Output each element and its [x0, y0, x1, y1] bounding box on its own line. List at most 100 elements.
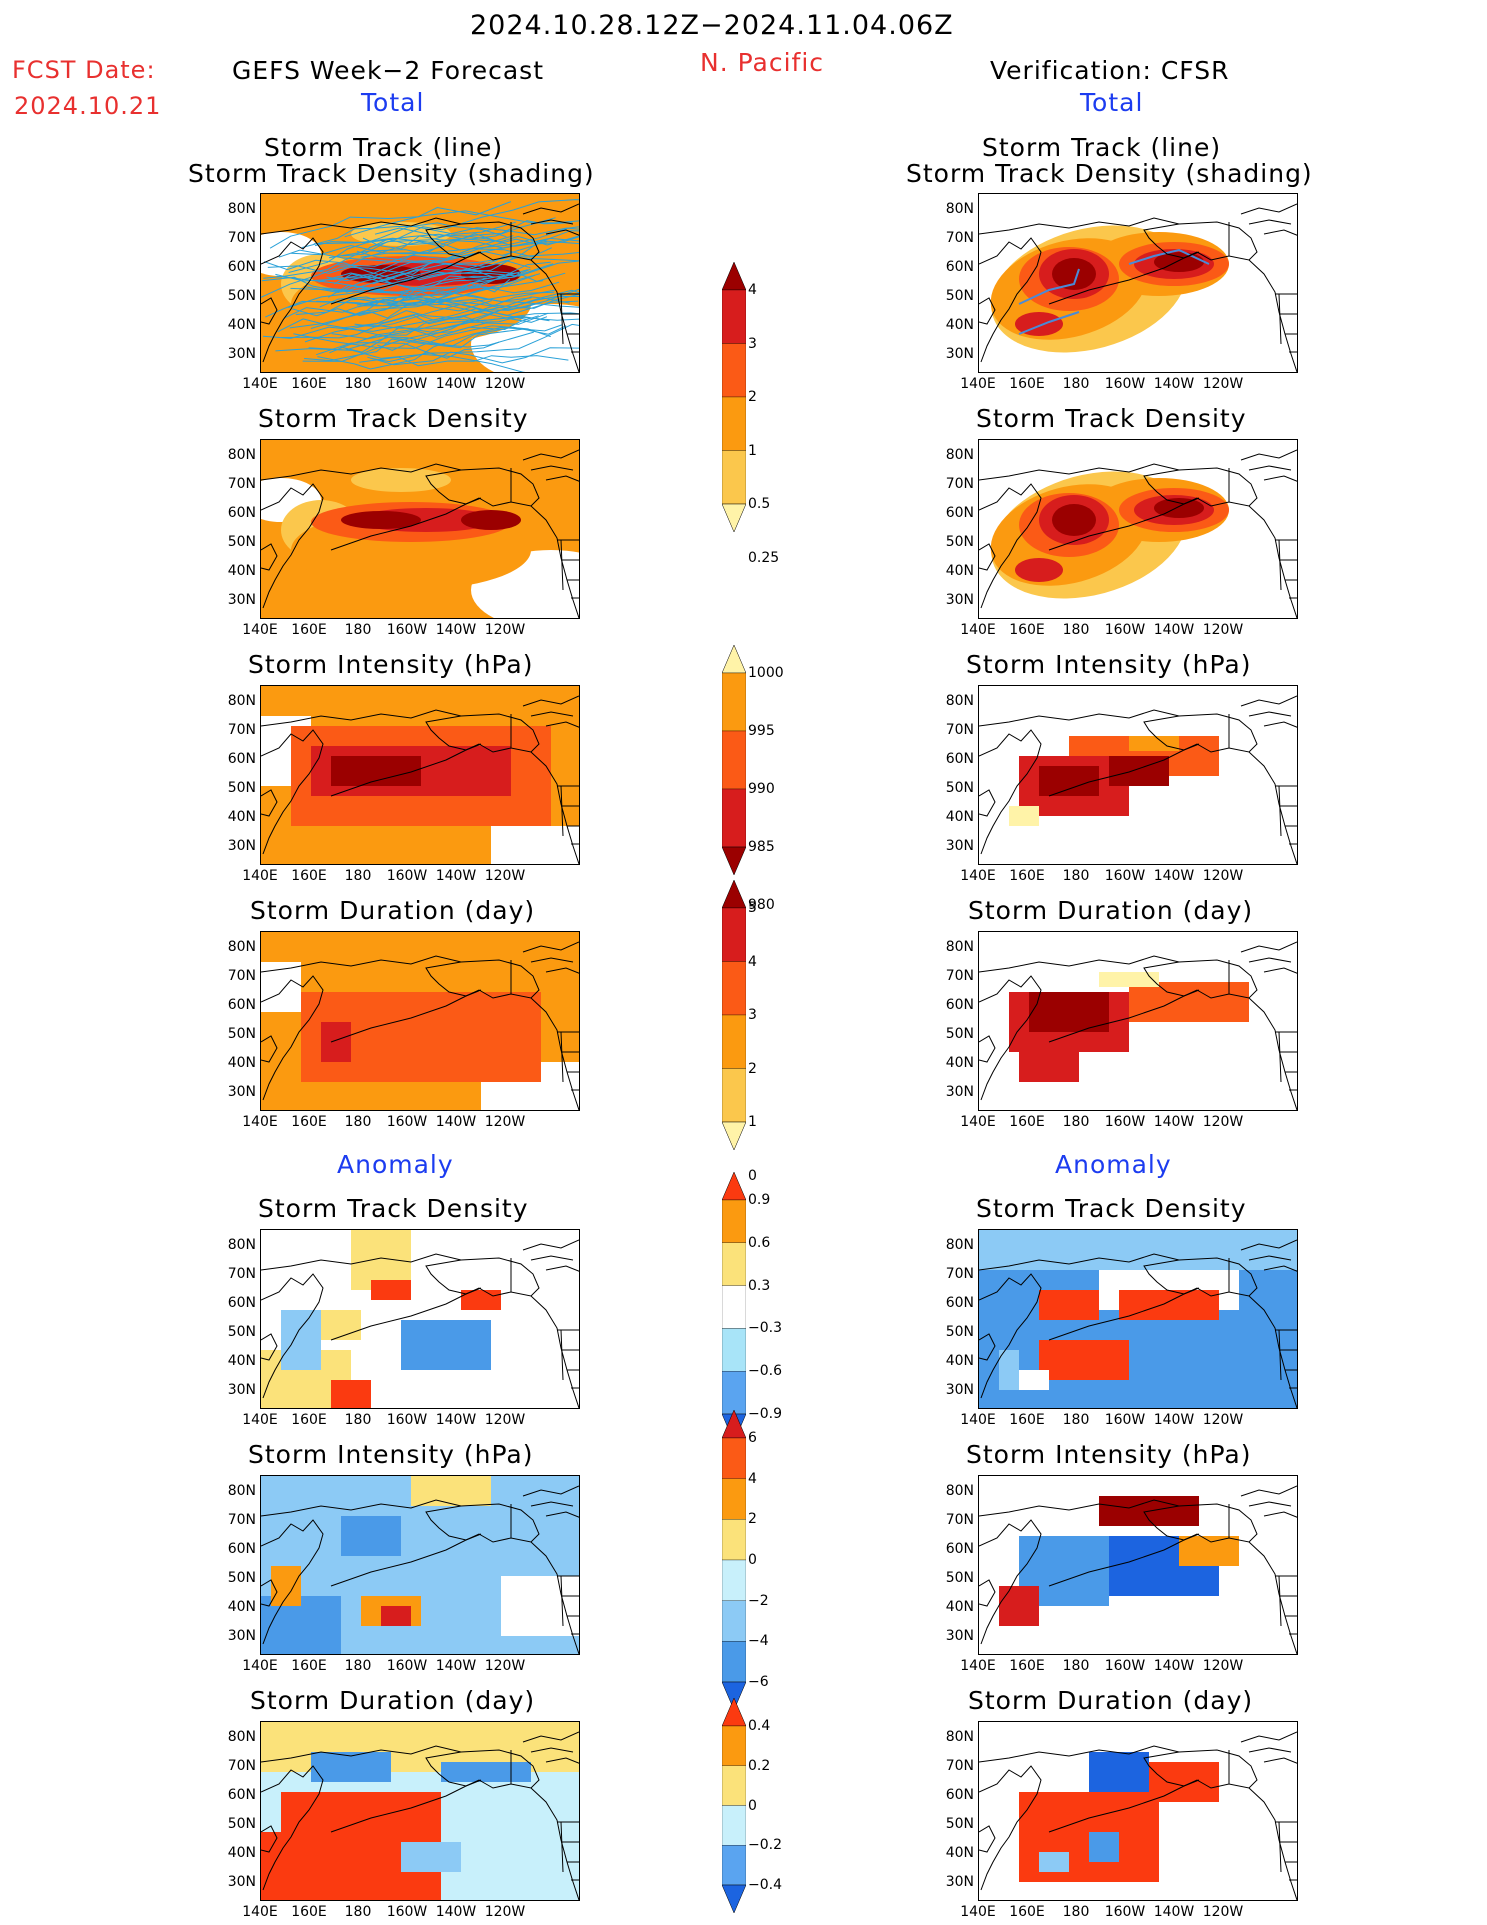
lat-tick-label: 80N: [945, 447, 974, 463]
colorbar-tick-label: 0: [748, 1552, 757, 1568]
lat-tick-label: 70N: [227, 476, 256, 492]
lat-tick-label: 30N: [227, 1874, 256, 1890]
colorbar-tick-label: 0: [748, 1797, 757, 1814]
lat-tick-label: 30N: [945, 1382, 974, 1398]
lat-tick-label: 40N: [227, 809, 256, 825]
lat-tick-label: 70N: [945, 1512, 974, 1528]
lon-tick-label: 160W: [386, 622, 428, 638]
lon-tick-label: 140W: [435, 376, 477, 392]
r1-title-line1: Storm Track (line): [982, 133, 1222, 162]
lat-tick-label: 40N: [227, 1353, 256, 1369]
lat-tick-label: 40N: [227, 1845, 256, 1861]
lat-tick-label: 40N: [227, 317, 256, 333]
lon-tick-label: 180: [1062, 376, 1090, 392]
colorbar-tick-label: 1: [748, 1114, 757, 1130]
lon-tick-label: 160E: [1009, 1904, 1045, 1920]
colorbar-tick-label: 980: [748, 897, 775, 913]
lat-tick-label: 60N: [945, 1541, 974, 1557]
lon-tick-label: 140E: [242, 376, 278, 392]
colorbar-tick-label: −2: [748, 1592, 769, 1609]
lon-tick-label: 120W: [1202, 376, 1244, 392]
colorbar-tick-label: −4: [748, 1633, 769, 1650]
lat-tick-label: 70N: [227, 1758, 256, 1774]
l1-title-line1: Storm Track (line): [264, 133, 504, 162]
lon-tick-label: 140E: [242, 1658, 278, 1674]
lon-tick-label: 120W: [484, 1412, 526, 1428]
lon-tick-label: 160E: [291, 1904, 327, 1920]
lon-tick-label: 160W: [1104, 868, 1146, 884]
lon-tick-label: 120W: [1202, 622, 1244, 638]
lat-tick-label: 60N: [227, 259, 256, 275]
lat-tick-label: 50N: [227, 1026, 256, 1042]
lat-tick-label: 70N: [227, 230, 256, 246]
map-panel-r1: [978, 193, 1298, 373]
lat-tick-label: 60N: [227, 751, 256, 767]
lat-tick-label: 40N: [945, 1055, 974, 1071]
lon-tick-label: 160W: [386, 1114, 428, 1130]
lat-tick-label: 70N: [227, 968, 256, 984]
colorbar-tick-label: 985: [748, 839, 775, 855]
colorbar-tick-label: 2: [748, 1511, 757, 1528]
lon-tick-label: 180: [1062, 622, 1090, 638]
lon-tick-label: 120W: [1202, 1658, 1244, 1674]
colorbar-tick-label: 995: [748, 723, 775, 739]
lon-tick-label: 120W: [1202, 1904, 1244, 1920]
l2-title: Storm Track Density: [258, 404, 529, 433]
lat-tick-label: 60N: [945, 751, 974, 767]
colorbar-anom-density: [721, 1171, 747, 1446]
lat-tick-label: 60N: [227, 1541, 256, 1557]
lat-tick-label: 60N: [227, 997, 256, 1013]
lat-tick-label: 50N: [945, 780, 974, 796]
map-panel-l7: [260, 1721, 580, 1901]
left-column-title: GEFS Week−2 Forecast: [232, 56, 545, 85]
lon-tick-label: 160E: [291, 1658, 327, 1674]
colorbar-tick-label: 4: [748, 282, 757, 298]
lon-tick-label: 140W: [435, 1114, 477, 1130]
lat-tick-label: 50N: [945, 1816, 974, 1832]
lat-tick-label: 50N: [227, 780, 256, 796]
right-column-title: Verification: CFSR: [990, 56, 1230, 85]
lon-tick-label: 120W: [484, 376, 526, 392]
lon-tick-label: 180: [1062, 868, 1090, 884]
lon-tick-label: 140W: [1153, 1114, 1195, 1130]
lat-tick-label: 30N: [227, 592, 256, 608]
lon-tick-label: 160W: [1104, 1114, 1146, 1130]
lat-tick-label: 80N: [227, 1237, 256, 1253]
lat-tick-label: 70N: [227, 722, 256, 738]
lat-tick-label: 40N: [227, 1599, 256, 1615]
lon-tick-label: 160E: [291, 376, 327, 392]
lat-tick-label: 50N: [945, 1570, 974, 1586]
colorbar-tick-label: 0.9: [748, 1192, 771, 1208]
lat-tick-label: 40N: [227, 563, 256, 579]
lat-tick-label: 80N: [945, 1237, 974, 1253]
lon-tick-label: 160W: [386, 1658, 428, 1674]
lat-tick-label: 80N: [227, 1729, 256, 1745]
lon-tick-label: 160E: [1009, 376, 1045, 392]
colorbar-tick-label: 1: [748, 442, 757, 459]
lon-tick-label: 140W: [1153, 376, 1195, 392]
map-panel-r5: [978, 1229, 1298, 1409]
lon-tick-label: 160E: [291, 1114, 327, 1130]
lon-tick-label: 140E: [242, 1412, 278, 1428]
lon-tick-label: 180: [344, 1114, 372, 1130]
colorbar-tick-label: 0.25: [748, 549, 780, 566]
lon-tick-label: 140W: [1153, 1412, 1195, 1428]
colorbar-tick-label: 2: [748, 1060, 757, 1077]
lon-tick-label: 140E: [960, 1114, 996, 1130]
colorbar-tick-label: 2: [748, 389, 757, 405]
r3-title: Storm Intensity (hPa): [966, 650, 1252, 679]
lon-tick-label: 120W: [484, 868, 526, 884]
lon-tick-label: 160E: [291, 1412, 327, 1428]
colorbar-tick-label: −0.2: [748, 1837, 782, 1854]
lat-tick-label: 60N: [945, 1295, 974, 1311]
lat-tick-label: 70N: [945, 230, 974, 246]
lat-tick-label: 50N: [945, 1026, 974, 1042]
l6-title: Storm Intensity (hPa): [248, 1440, 534, 1469]
lat-tick-label: 80N: [227, 693, 256, 709]
left-anomaly-label: Anomaly: [337, 1150, 454, 1179]
colorbar-tick-label: 6: [748, 1430, 757, 1446]
lat-tick-label: 60N: [227, 505, 256, 521]
lon-tick-label: 140E: [960, 1904, 996, 1920]
lat-tick-label: 70N: [945, 476, 974, 492]
lat-tick-label: 30N: [945, 838, 974, 854]
